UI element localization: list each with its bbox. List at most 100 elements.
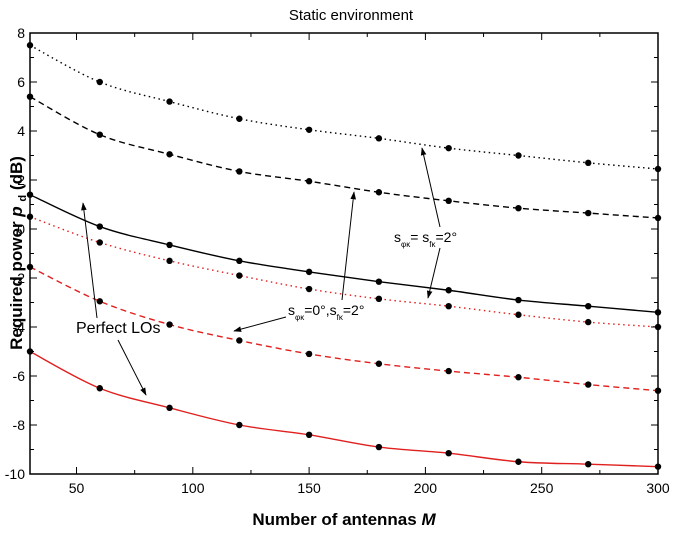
series-1-line	[29, 96, 659, 219]
series-0-point-4	[305, 126, 313, 133]
series-layer	[29, 44, 659, 468]
series-0-point-3	[236, 115, 243, 122]
x-axis-title-var: M	[421, 510, 436, 529]
series-4-point-2	[166, 321, 173, 328]
y-axis-title-sub: d	[17, 195, 29, 202]
series-5-point-6	[445, 449, 452, 457]
series-2-line	[29, 194, 659, 313]
plot-frame	[29, 32, 659, 475]
annotation-zero-2deg-s1: s	[288, 302, 295, 318]
series-4-point-5	[375, 360, 383, 367]
annotation-equal-2deg-s2: = s	[410, 229, 429, 245]
annotation-equal-2deg: sφκ= sfκ=2°	[394, 147, 457, 299]
x-tick-label-2: 150	[297, 480, 321, 496]
annotation-perfect-los-label: Perfect LOs	[76, 320, 160, 337]
series-2-point-3	[236, 257, 243, 265]
series-2-point-2	[166, 241, 173, 249]
series-4-point-3	[236, 337, 243, 344]
y-tick-label-6: 2	[17, 172, 25, 188]
y-tick-label-0: -10	[5, 466, 25, 482]
annotation-zero-2deg-label: sφκ=0°,sfκ=2°	[288, 302, 364, 322]
arrow-zero-2deg-up	[341, 191, 356, 301]
series-1-point-6	[445, 197, 452, 205]
series-5-point-1	[96, 385, 103, 392]
series-1-point-2	[166, 151, 173, 158]
annotation-equal-2deg-sub2: fκ	[429, 240, 436, 249]
y-tick-label-4: -2	[13, 270, 26, 286]
series-2-point-7	[515, 296, 522, 304]
annotation-zero-2deg: sφκ=0°,sfκ=2°	[233, 191, 364, 332]
series-3-point-5	[375, 295, 383, 303]
series-2-point-5	[375, 278, 383, 285]
series-1-point-1	[96, 131, 103, 138]
series-5-point-2	[166, 404, 173, 412]
x-axis-title-text: Number of antennas	[252, 510, 416, 529]
series-3-point-1	[96, 239, 103, 246]
annotation-perfect-los: Perfect LOs	[76, 202, 160, 396]
y-axis-title: Required power p d (dB)	[7, 156, 30, 350]
series-5-point-5	[375, 443, 383, 451]
series-5-point-7	[515, 458, 522, 465]
arrow-equal-2deg-top	[420, 147, 441, 228]
annotation-zero-2deg-val: =2°	[343, 302, 365, 318]
series-0-point-7	[515, 152, 522, 159]
arrow-zero-2deg-left	[233, 316, 287, 332]
series-2-point-4	[305, 268, 313, 276]
series-2-point-8	[585, 302, 592, 310]
series-5-line	[29, 350, 659, 468]
marker-layer	[26, 42, 662, 470]
arrow-perfect-los-bottom	[117, 339, 147, 396]
series-5-point-4	[305, 431, 313, 438]
y-tick-label-7: 4	[17, 123, 25, 139]
series-3-line	[29, 216, 659, 328]
arrow-equal-2deg-bottom	[426, 247, 441, 299]
series-1-point-5	[375, 189, 383, 196]
series-0-point-1	[96, 78, 103, 86]
series-0-line	[29, 44, 659, 170]
y-axis-title-unit: (dB)	[7, 156, 26, 190]
annotation-zero-2deg-sub1: φκ	[295, 313, 305, 322]
series-4-point-8	[585, 381, 592, 388]
x-tick-label-3: 200	[414, 480, 438, 496]
series-0-point-6	[445, 144, 452, 152]
series-4-line	[29, 266, 659, 392]
series-4-point-1	[96, 298, 103, 305]
series-2-point-6	[445, 287, 452, 294]
series-3-point-4	[305, 285, 313, 293]
ticks-layer: 50 100 150 200 250 300 -10 -8 -6 -4 -2 0 2 4 6 8	[5, 25, 670, 496]
y-axis-title-var: p	[7, 206, 26, 217]
series-3-point-8	[585, 318, 592, 326]
series-4-point-6	[445, 367, 452, 375]
annotation-equal-2deg-val: =2°	[436, 229, 458, 245]
series-0-point-2	[166, 98, 173, 105]
y-axis-title-text: Required power	[7, 221, 26, 350]
x-axis-title: Number of antennas M	[252, 510, 436, 529]
series-1-point-3	[236, 168, 243, 175]
x-tick-label-1: 100	[181, 480, 205, 496]
x-tick-label-0: 50	[69, 480, 85, 496]
y-tick-label-5: 0	[17, 221, 25, 237]
series-1-point-7	[515, 204, 522, 212]
series-0-point-5	[375, 135, 383, 142]
series-5-point-8	[585, 461, 592, 468]
series-1-point-8	[585, 209, 592, 217]
y-tick-label-8: 6	[17, 74, 25, 90]
y-tick-label-1: -8	[13, 417, 26, 433]
y-tick-label-3: -4	[13, 319, 26, 335]
series-4-point-7	[515, 374, 522, 381]
annotation-equal-2deg-label: sφκ= sfκ=2°	[394, 229, 457, 249]
series-2-point-1	[96, 223, 103, 230]
arrow-perfect-los-top	[81, 202, 98, 319]
annotation-zero-2deg-sub2: fκ	[337, 313, 344, 322]
chart-title: Static environment	[289, 7, 414, 24]
y-tick-label-2: -6	[13, 368, 26, 384]
annotation-equal-2deg-s1: s	[394, 229, 401, 245]
series-4-point-4	[305, 350, 313, 358]
annotation-zero-2deg-s2: =0°,s	[304, 302, 336, 318]
series-3-point-3	[236, 272, 243, 279]
series-5-point-3	[236, 421, 243, 429]
series-0-point-8	[585, 159, 592, 167]
series-3-point-6	[445, 302, 452, 310]
x-tick-label-5: 300	[646, 480, 670, 496]
